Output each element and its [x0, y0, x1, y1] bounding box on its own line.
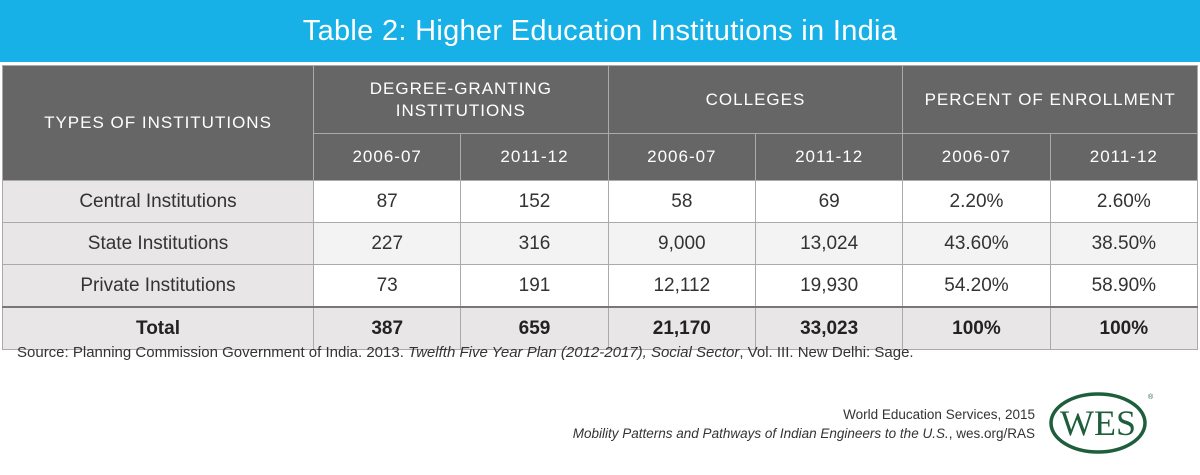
credit-report-title: Mobility Patterns and Pathways of Indian… — [572, 426, 949, 441]
row-label: Total — [2, 306, 314, 350]
cell: 38.50% — [1049, 222, 1199, 265]
cell: 659 — [460, 306, 609, 350]
table-row: State Institutions 227 316 9,000 13,024 … — [2, 222, 1199, 265]
table-row: Central Institutions 87 152 58 69 2.20% … — [2, 180, 1199, 223]
year-header: 2006-07 — [607, 133, 756, 181]
header-types: TYPES OF INSTITUTIONS — [2, 65, 314, 181]
cell: 316 — [460, 222, 609, 265]
cell: 54.20% — [902, 264, 1051, 308]
row-label: Private Institutions — [2, 264, 314, 308]
logo-text: WES — [1060, 403, 1136, 443]
source-prefix: Source: Planning Commission Government o… — [17, 344, 409, 361]
source-note: Source: Planning Commission Government o… — [17, 344, 914, 361]
cell: 87 — [312, 180, 462, 223]
credit: World Education Services, 2015 Mobility … — [573, 405, 1035, 443]
wes-logo: WES ® — [1049, 392, 1154, 454]
header-degree-granting: DEGREE-GRANTING INSTITUTIONS — [313, 65, 609, 134]
cell: 43.60% — [902, 222, 1051, 265]
cell: 227 — [312, 222, 462, 265]
cell: 2.20% — [902, 180, 1051, 223]
year-header: 2006-07 — [902, 133, 1051, 181]
cell: 191 — [460, 264, 609, 308]
table-row: Private Institutions 73 191 12,112 19,93… — [2, 264, 1199, 308]
cell: 9,000 — [607, 222, 756, 265]
cell: 13,024 — [754, 222, 904, 265]
credit-line2: Mobility Patterns and Pathways of Indian… — [573, 424, 1035, 443]
total-row: Total 387 659 21,170 33,023 100% 100% — [2, 306, 1199, 350]
cell: 19,930 — [754, 264, 904, 308]
cell: 12,112 — [607, 264, 756, 308]
cell: 58.90% — [1049, 264, 1199, 308]
cell: 2.60% — [1049, 180, 1199, 223]
row-label: State Institutions — [2, 222, 314, 265]
cell: 100% — [1049, 306, 1199, 350]
cell: 100% — [902, 306, 1051, 350]
institutions-table: TYPES OF INSTITUTIONS DEGREE-GRANTING IN… — [2, 65, 1199, 350]
row-label: Central Institutions — [2, 180, 314, 223]
year-header: 2006-07 — [312, 133, 462, 181]
source-suffix: , Vol. III. New Delhi: Sage. — [739, 344, 914, 361]
table-title: Table 2: Higher Education Institutions i… — [0, 0, 1200, 62]
year-header: 2011-12 — [754, 133, 904, 181]
cell: 33,023 — [754, 306, 904, 350]
credit-line1: World Education Services, 2015 — [843, 407, 1035, 422]
header-enrollment: PERCENT OF ENROLLMENT — [902, 65, 1198, 134]
year-header: 2011-12 — [1049, 133, 1199, 181]
year-header: 2011-12 — [460, 133, 609, 181]
svg-text:®: ® — [1148, 393, 1154, 401]
cell: 58 — [607, 180, 756, 223]
header-colleges: COLLEGES — [607, 65, 904, 134]
cell: 21,170 — [607, 306, 756, 350]
cell: 73 — [312, 264, 462, 308]
credit-url: , wes.org/RAS — [948, 426, 1035, 441]
source-title: Twelfth Five Year Plan (2012-2017), Soci… — [408, 344, 740, 361]
cell: 69 — [754, 180, 904, 223]
cell: 152 — [460, 180, 609, 223]
